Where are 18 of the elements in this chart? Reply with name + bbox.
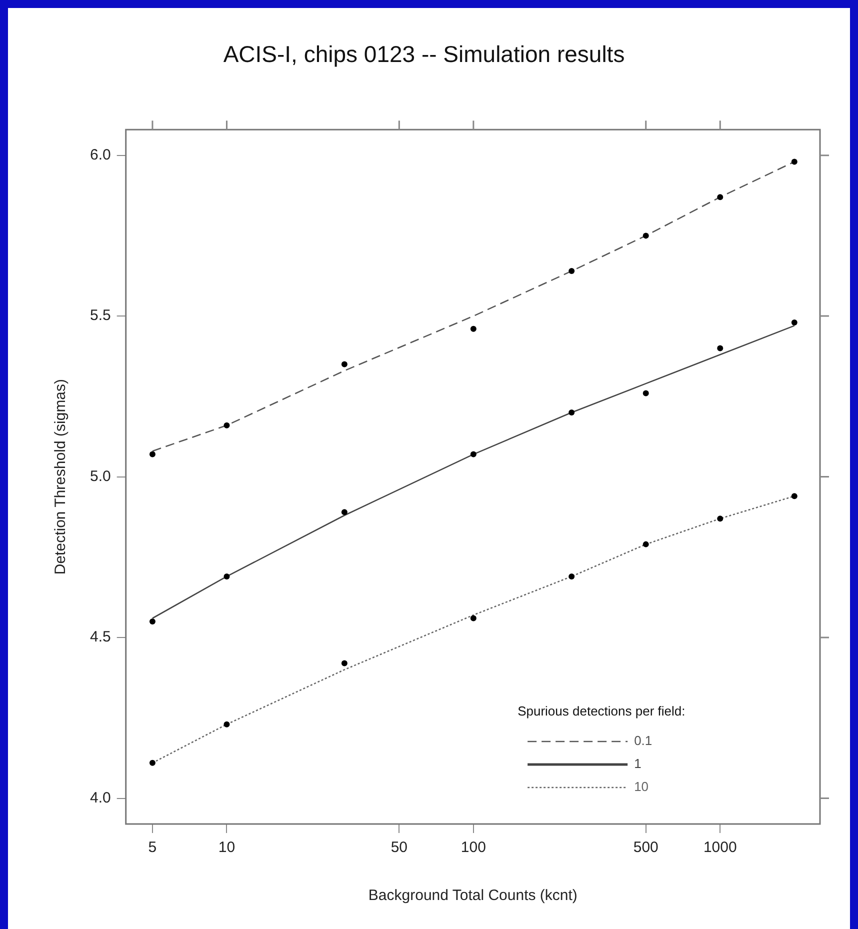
x-tick-label: 100 [460, 839, 486, 856]
x-tick-label: 10 [218, 839, 236, 856]
y-tick-label: 6.0 [90, 146, 111, 164]
y-tick-label: 5.5 [90, 307, 111, 324]
y-tick-label: 4.5 [90, 628, 111, 646]
text: 1 [634, 756, 642, 772]
x-tick-label: 5 [148, 839, 157, 856]
text: 10 [634, 779, 649, 794]
y-axis-title: Detection Threshold (sigmas) [52, 378, 70, 575]
x-tick-label: 500 [633, 839, 658, 856]
y-tick-label: 5.0 [90, 468, 111, 485]
x-tick-label: 1000 [703, 839, 737, 856]
x-tick-label: 50 [390, 839, 408, 856]
legend-title: Spurious detections per field: [518, 703, 686, 718]
x-axis-title: Background Total Counts (kcnt) [368, 887, 578, 904]
chart-title: ACIS-I, chips 0123 -- Simulation results [223, 41, 625, 68]
y-tick-label: 4.0 [90, 789, 111, 806]
text: 0.1 [634, 733, 652, 748]
